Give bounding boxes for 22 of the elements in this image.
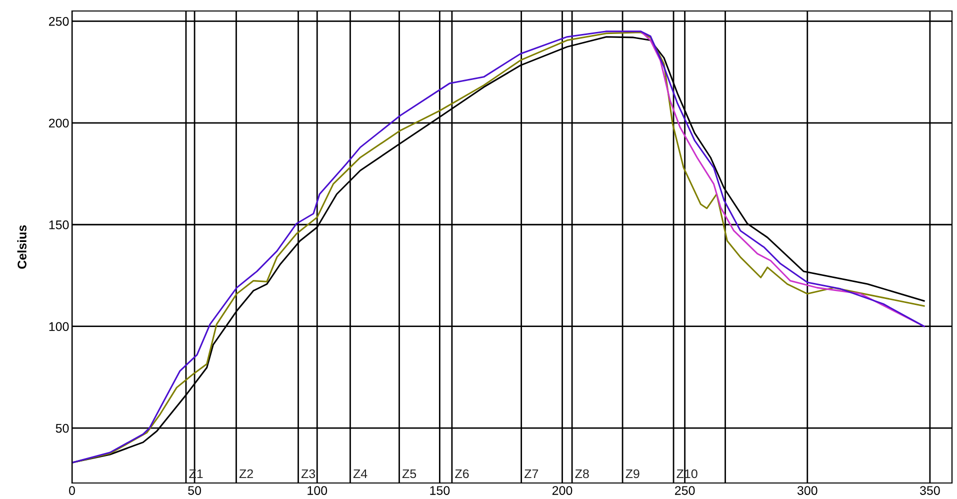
ref-line-label: Z3 bbox=[301, 469, 316, 478]
y-tick-label: 250 bbox=[49, 16, 69, 26]
y-tick-label: 150 bbox=[49, 220, 69, 230]
ref-line-label: Z9 bbox=[626, 469, 640, 478]
x-tick-label: 150 bbox=[430, 486, 450, 495]
x-tick-label: 0 bbox=[69, 486, 75, 495]
y-tick-label: 100 bbox=[49, 322, 69, 331]
x-tick-label: 300 bbox=[797, 486, 818, 495]
ref-line-label: Z7 bbox=[524, 469, 538, 478]
y-axis-title: Celsius bbox=[17, 225, 26, 269]
x-tick-label: 50 bbox=[188, 486, 202, 495]
ref-line-label: Z5 bbox=[402, 469, 416, 478]
x-tick-label: 200 bbox=[552, 486, 572, 495]
x-tick-label: 350 bbox=[920, 486, 940, 495]
ref-line-label: Z8 bbox=[575, 469, 589, 478]
ref-line-label: Z4 bbox=[353, 469, 368, 478]
x-tick-label: 100 bbox=[308, 486, 328, 495]
y-tick-label: 200 bbox=[49, 118, 69, 128]
x-tick-label: 250 bbox=[675, 486, 695, 495]
ref-line-label: Z2 bbox=[239, 469, 253, 478]
y-tick-label: 50 bbox=[56, 424, 69, 433]
ref-line-label: Z6 bbox=[455, 469, 469, 478]
